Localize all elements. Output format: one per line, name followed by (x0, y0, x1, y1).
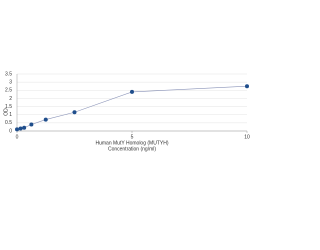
y-tick-label: 1.5 (5, 104, 12, 110)
data-point (72, 110, 77, 115)
y-axis-title: OD (3, 108, 9, 116)
y-tick-label: 2.5 (5, 88, 12, 94)
data-point (29, 122, 34, 127)
x-tick-label: 0 (16, 134, 19, 140)
x-axis-title: Human MutY Homolog (MUTYH) (96, 140, 169, 146)
x-tick-label: 5 (131, 134, 134, 140)
data-point (18, 126, 23, 131)
y-tick-label: 0.5 (5, 120, 12, 126)
data-point (22, 125, 27, 130)
y-tick-label: 3 (9, 79, 12, 85)
x-axis-subtitle: Concentration (ng/ml) (108, 146, 156, 152)
y-tick-label: 3.5 (5, 71, 12, 77)
data-point (130, 89, 134, 94)
y-tick-label: 2 (9, 96, 12, 102)
chart: OD Human MutY Homolog (MUTYH) Concentrat… (3, 71, 250, 152)
data-point (15, 127, 19, 132)
data-point (43, 117, 48, 122)
y-tick-label: 0 (9, 128, 12, 134)
data-point (245, 84, 249, 89)
x-tick-label: 10 (244, 134, 250, 140)
y-tick-label: 1 (9, 112, 12, 118)
